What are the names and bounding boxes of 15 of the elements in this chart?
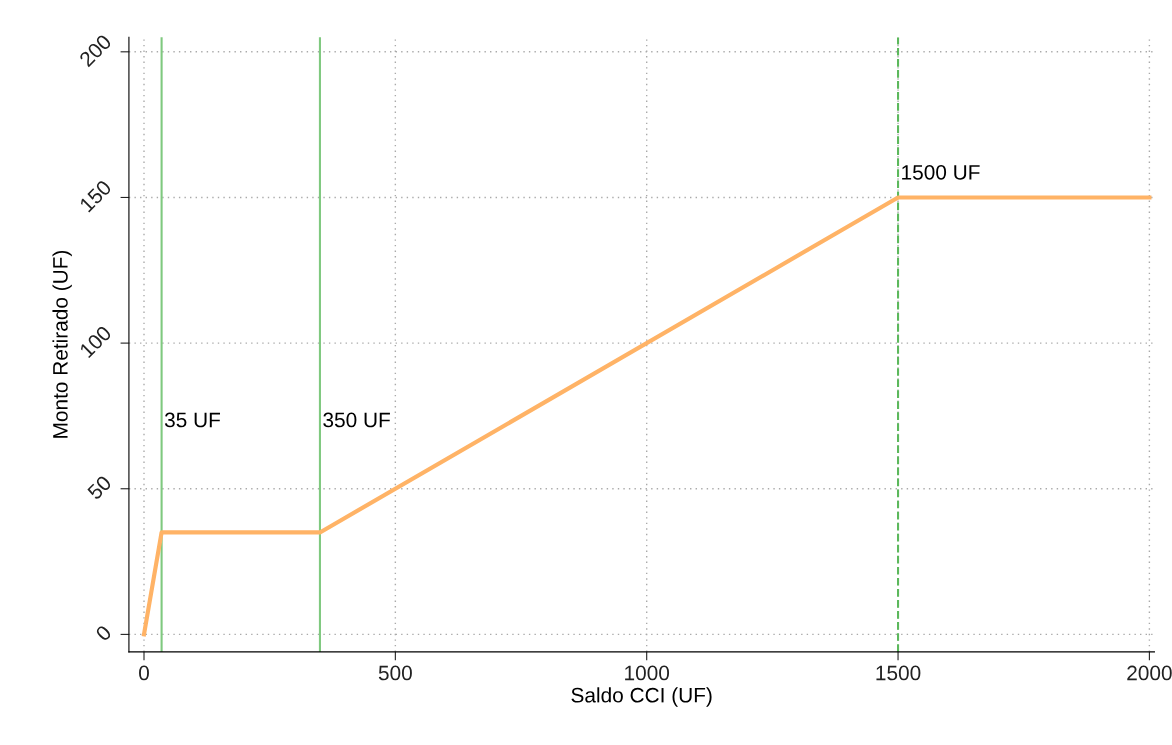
x-tick-label: 0 xyxy=(139,665,149,681)
annotation: 1500 UF xyxy=(902,165,980,180)
x-tick-label: 1500 xyxy=(876,665,921,681)
x-tick-label: 500 xyxy=(378,665,412,681)
y-tick-label: 0 xyxy=(94,624,113,642)
y-tick-label: 100 xyxy=(78,324,113,359)
annotation: 35 UF xyxy=(164,412,221,428)
annotation: 350 UF xyxy=(323,412,390,428)
x-axis-title: Saldo CCI (UF) xyxy=(571,687,712,707)
y-tick-label: 200 xyxy=(78,33,113,68)
x-tick-label: 2000 xyxy=(1127,665,1172,681)
x-tick-label: 1000 xyxy=(625,665,670,681)
y-tick-label: 150 xyxy=(78,179,113,213)
y-tick-label: 50 xyxy=(86,474,113,501)
y-axis-title: Monto Retirado (UF) xyxy=(52,250,72,438)
